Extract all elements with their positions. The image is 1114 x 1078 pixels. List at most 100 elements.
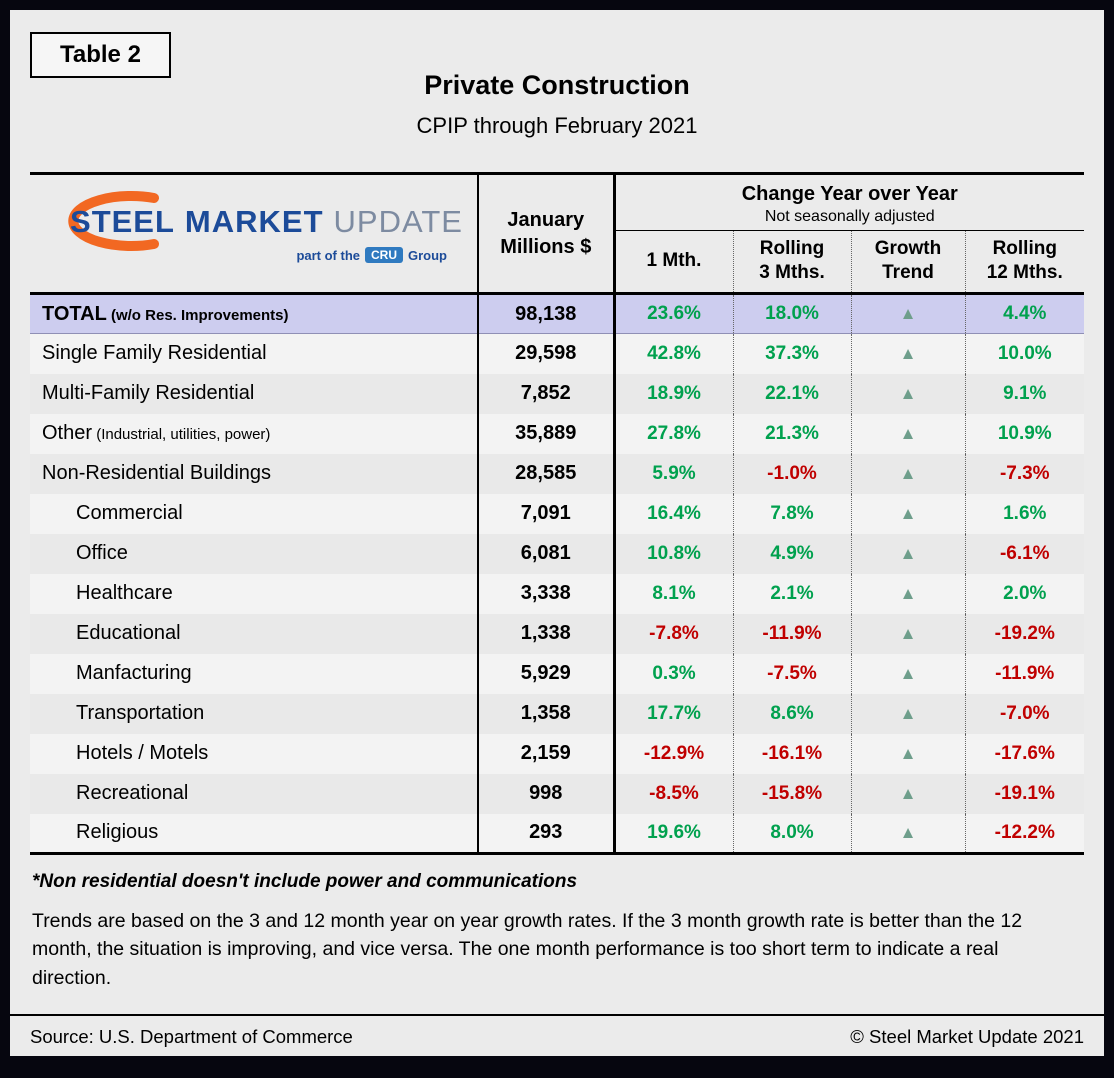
row-name-text: Religious [76, 821, 159, 844]
row-name-text: Hotels / Motels [76, 742, 209, 764]
row-1mth-pct: -8.5% [614, 773, 734, 814]
table-row: Multi-Family Residential 7,852 18.9% 22.1% ▲… [30, 373, 1085, 414]
row-growth-trend: ▲ [851, 813, 966, 854]
row-label: Other (Industrial, utilities, power) [30, 413, 479, 454]
trend-up-icon: ▲ [899, 783, 917, 803]
row-1mth-pct: 27.8% [614, 413, 734, 454]
trend-up-icon: ▲ [899, 343, 917, 363]
row-1mth-pct: 42.8% [614, 333, 734, 374]
trend-up-icon: ▲ [899, 583, 917, 603]
row-name-text: Transportation [76, 702, 205, 724]
logo-cell: STEEL MARKET UPDATE part of the CRU Grou… [30, 173, 479, 294]
column-header-january: January Millions $ [478, 173, 616, 294]
table-row: Single Family Residential 29,598 42.8% 37.3… [30, 333, 1085, 374]
row-rolling12-pct: 9.1% [1003, 382, 1047, 404]
trend-up-icon: ▲ [899, 543, 917, 563]
row-growth-trend: ▲ [851, 693, 966, 734]
column-header-rolling12: Rolling 12 Mths. [986, 237, 1063, 284]
row-rolling12-pct: -6.1% [999, 542, 1050, 564]
row-1mth-pct: -7.8% [614, 613, 734, 654]
table-label: Table 2 [30, 32, 171, 78]
row-label: Office [30, 533, 479, 574]
row-growth-trend: ▲ [851, 413, 966, 454]
row-label: Recreational [30, 773, 479, 814]
table-row: Office 6,081 10.8% 4.9% ▲ -6.1% [30, 533, 1085, 574]
table-head: STEEL MARKET UPDATE part of the CRU Grou… [30, 173, 1085, 294]
trend-up-icon: ▲ [899, 423, 917, 443]
row-rolling12-pct: -19.2% [994, 622, 1055, 644]
row-1mth-pct: 8.1% [614, 573, 734, 614]
row-name-text: Commercial [76, 502, 183, 524]
row-label: Religious [30, 813, 479, 854]
copyright-text: © Steel Market Update 2021 [850, 1026, 1084, 1047]
trend-up-icon: ▲ [899, 503, 917, 523]
row-january-value: 7,091 [478, 493, 616, 534]
table-row: Recreational 998 -8.5% -15.8% ▲ -19.1% [30, 773, 1085, 814]
row-name-suffix: (Industrial, utilities, power) [92, 426, 271, 443]
row-rolling12-pct: -11.9% [995, 662, 1055, 684]
logo-word-update: UPDATE [333, 204, 463, 239]
row-january-value: 7,852 [478, 373, 616, 414]
logo-tagline: part of the CRU Group [296, 247, 447, 263]
row-rolling12-pct: -7.0% [999, 702, 1050, 724]
row-1mth-pct: 17.7% [614, 693, 734, 734]
smu-logo: STEEL MARKET UPDATE part of the CRU Grou… [30, 191, 477, 263]
row-label: Manfacturing [30, 653, 479, 694]
column-header-rolling3: Rolling 3 Mths. [733, 230, 852, 294]
row-name-text: Other [42, 422, 93, 444]
row-january-value: 1,358 [478, 693, 616, 734]
row-name-text: TOTAL [42, 302, 107, 325]
row-1mth-pct: 5.9% [614, 453, 734, 494]
row-january-value: 2,159 [478, 733, 616, 774]
row-rolling3-pct: 7.8% [733, 493, 852, 534]
table-row: Religious 293 19.6% 8.0% ▲ -12.2% [30, 813, 1085, 854]
header-area: Table 2 Private Construction CPIP throug… [30, 10, 1084, 172]
row-rolling3-pct: -15.8% [733, 773, 852, 814]
column-header-growth-trend: Growth Trend [851, 230, 966, 294]
row-rolling3-pct: 18.0% [733, 293, 852, 334]
row-rolling12-pct: 10.9% [997, 422, 1052, 444]
table-row: Other (Industrial, utilities, power) 35,8… [30, 413, 1085, 454]
row-name-suffix: (w/o Res. Improvements) [106, 306, 289, 324]
row-label: Healthcare [30, 573, 479, 614]
row-rolling3-pct: -11.9% [733, 613, 852, 654]
trend-up-icon: ▲ [899, 383, 917, 403]
trend-explanation: Trends are based on the 3 and 12 month y… [32, 910, 1023, 989]
row-january-value: 5,929 [478, 653, 616, 694]
row-growth-trend: ▲ [851, 373, 966, 414]
trend-up-icon: ▲ [899, 743, 917, 763]
row-name-text: Multi-Family Residential [42, 382, 255, 404]
row-january-value: 28,585 [478, 453, 616, 494]
table-row: TOTAL (w/o Res. Improvements) 98,138 23.6%… [30, 293, 1085, 334]
trend-up-icon: ▲ [899, 663, 917, 683]
page-subtitle: CPIP through February 2021 [416, 113, 698, 138]
row-rolling3-pct: -16.1% [733, 733, 852, 774]
row-rolling12-pct: 4.4% [1003, 303, 1047, 324]
table-row: Non-Residential Buildings 28,585 5.9% -1.0%… [30, 453, 1085, 494]
group-header-subtitle: Not seasonally adjusted [764, 207, 935, 225]
table-row: Transportation 1,358 17.7% 8.6% ▲ -7.0% [30, 693, 1085, 734]
group-header-title: Change Year over Year [741, 182, 958, 205]
row-rolling12-pct: -17.6% [994, 742, 1055, 764]
row-growth-trend: ▲ [851, 573, 966, 614]
report-page: Table 2 Private Construction CPIP throug… [10, 10, 1104, 1056]
row-1mth-pct: 18.9% [614, 373, 734, 414]
row-label: Multi-Family Residential [30, 373, 479, 414]
notes-area: *Non residential doesn't include power a… [30, 855, 1084, 992]
row-growth-trend: ▲ [851, 293, 966, 334]
row-rolling3-pct: 8.0% [733, 813, 852, 854]
table-row: Healthcare 3,338 8.1% 2.1% ▲ 2.0% [30, 573, 1085, 614]
row-rolling12-pct: 1.6% [1003, 502, 1047, 524]
row-rolling12-pct: -7.3% [999, 462, 1050, 484]
row-rolling3-pct: -1.0% [733, 453, 852, 494]
row-label: Transportation [30, 693, 479, 734]
table-body: TOTAL (w/o Res. Improvements) 98,138 23.6%… [30, 293, 1085, 854]
row-1mth-pct: 16.4% [614, 493, 734, 534]
trend-up-icon: ▲ [899, 703, 917, 723]
row-rolling3-pct: 8.6% [733, 693, 852, 734]
row-name-text: Single Family Residential [42, 342, 267, 365]
row-rolling3-pct: 21.3% [733, 413, 852, 454]
row-label: Commercial [30, 493, 479, 534]
row-label: Educational [30, 613, 479, 654]
row-growth-trend: ▲ [851, 533, 966, 574]
